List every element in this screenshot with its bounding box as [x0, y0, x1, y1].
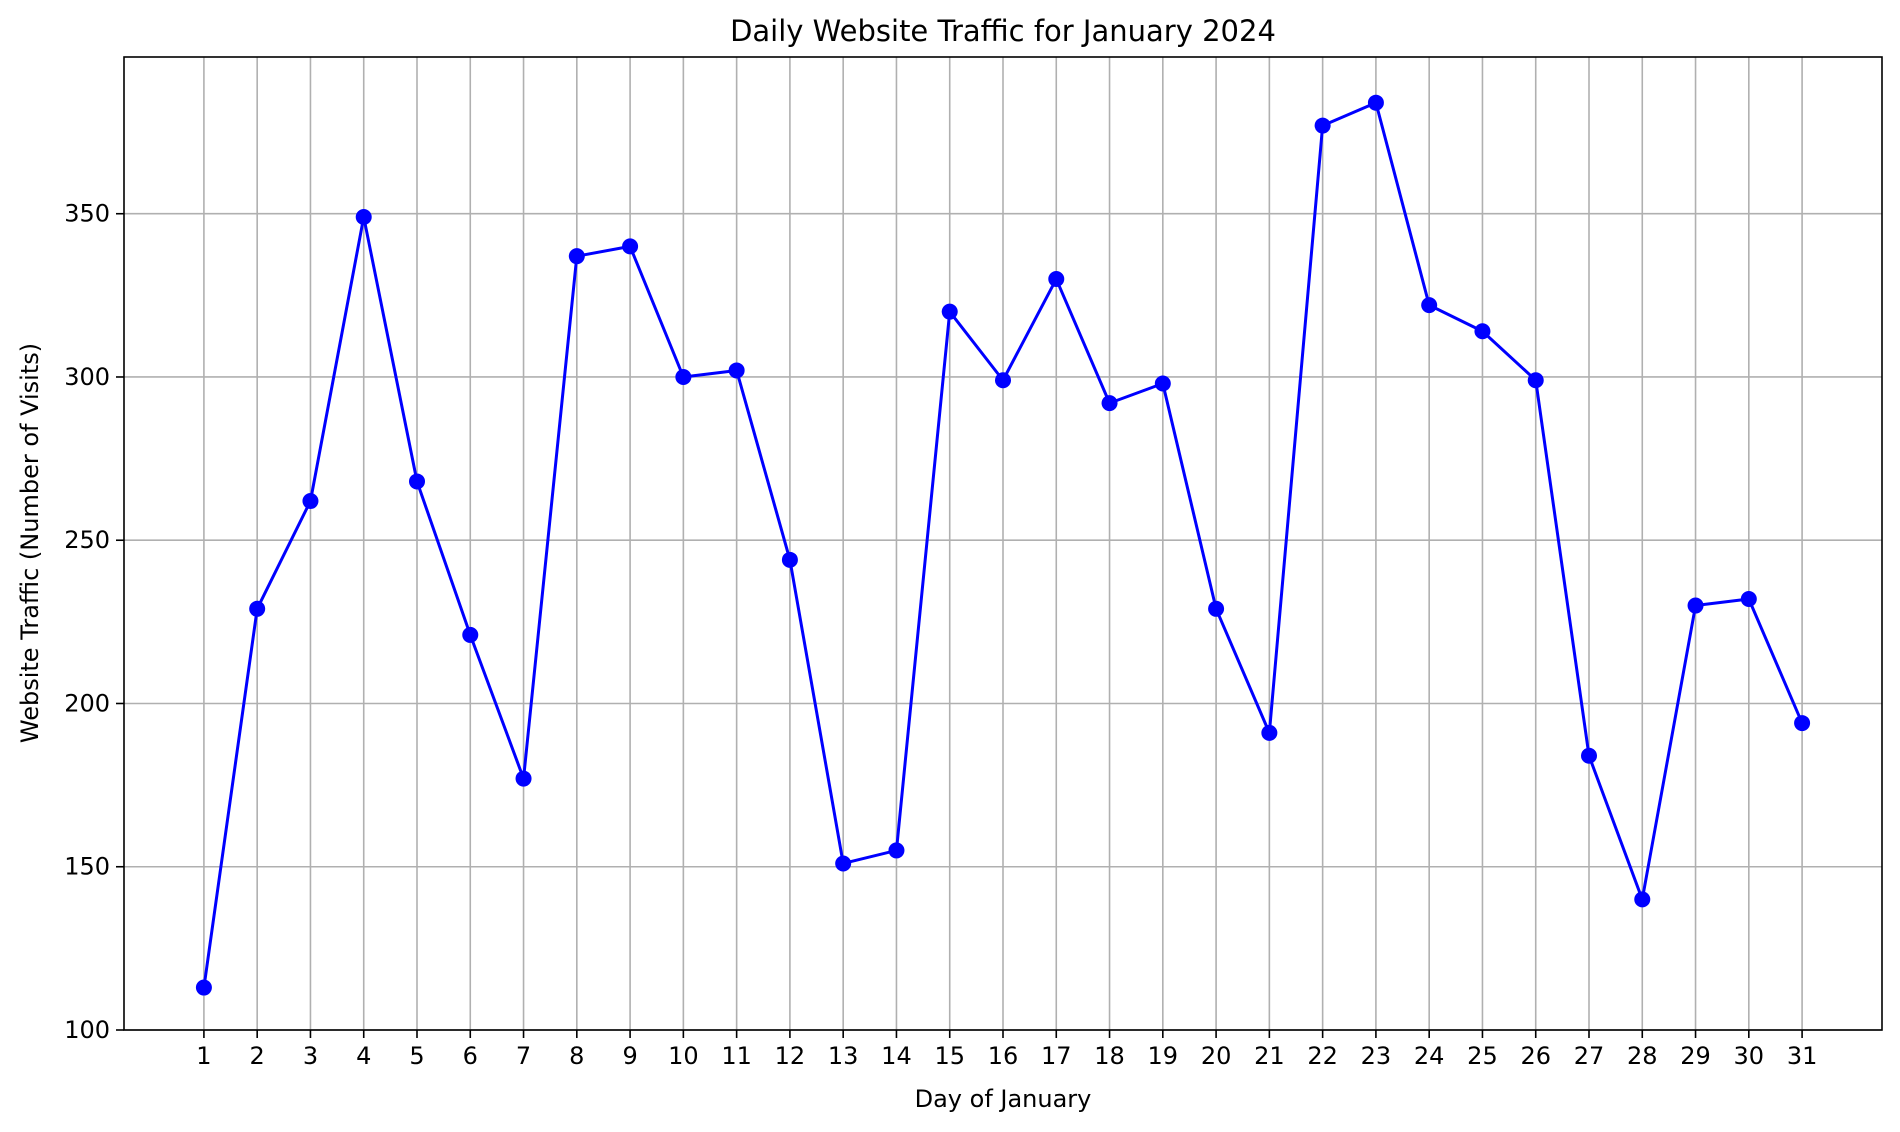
x-tick-label: 23: [1361, 1042, 1392, 1070]
data-point: [302, 493, 319, 510]
data-point: [1421, 297, 1438, 314]
data-point: [1101, 395, 1118, 412]
data-point: [1740, 591, 1757, 608]
y-tick-label: 250: [64, 526, 110, 554]
x-tick-label: 31: [1787, 1042, 1818, 1070]
x-tick-label: 10: [668, 1042, 699, 1070]
data-point: [1367, 94, 1384, 111]
data-point: [781, 551, 798, 568]
y-tick-label: 200: [64, 689, 110, 717]
data-point: [675, 368, 692, 385]
data-point: [1794, 715, 1811, 732]
y-axis-label: Website Traffic (Number of Visits): [16, 343, 44, 743]
x-tick-label: 18: [1094, 1042, 1125, 1070]
data-point: [1474, 323, 1491, 340]
x-tick-label: 9: [622, 1042, 637, 1070]
x-tick-label: 3: [303, 1042, 318, 1070]
data-point: [462, 626, 479, 643]
data-point: [1527, 372, 1544, 389]
x-tick-label: 17: [1041, 1042, 1072, 1070]
x-tick-label: 24: [1414, 1042, 1445, 1070]
x-axis-ticks: 1 2 3 4 5 6 7 8 9 10 11 12 13 14 15 16 17 18 19 20 21 22 23 24 2…: [196, 1030, 1817, 1070]
x-tick-label: 15: [934, 1042, 965, 1070]
data-point: [409, 473, 425, 490]
data-point: [1314, 117, 1331, 134]
data-series: [195, 94, 1811, 996]
x-tick-label: 2: [250, 1042, 265, 1070]
x-tick-label: 20: [1201, 1042, 1232, 1070]
y-tick-label: 350: [64, 200, 110, 228]
data-point: [1687, 597, 1704, 614]
y-axis-ticks: 100 150 200 250 300 350: [64, 200, 124, 1044]
y-tick-label: 300: [64, 363, 110, 391]
data-point: [1634, 891, 1651, 908]
data-point: [1154, 375, 1171, 392]
data-point: [728, 362, 745, 379]
x-tick-label: 25: [1467, 1042, 1498, 1070]
data-point: [1581, 747, 1597, 764]
x-tick-label: 21: [1254, 1042, 1285, 1070]
data-point: [1048, 271, 1065, 288]
data-point: [622, 238, 639, 255]
chart-title: Daily Website Traffic for January 2024: [730, 14, 1276, 48]
x-tick-label: 30: [1734, 1042, 1765, 1070]
data-point: [888, 842, 905, 859]
x-tick-label: 8: [569, 1042, 584, 1070]
data-point: [1208, 600, 1225, 617]
x-tick-label: 13: [828, 1042, 859, 1070]
x-tick-label: 5: [409, 1042, 424, 1070]
x-tick-label: 28: [1627, 1042, 1658, 1070]
data-point: [195, 979, 212, 996]
x-tick-label: 6: [463, 1042, 478, 1070]
y-tick-label: 100: [64, 1016, 110, 1044]
data-point: [568, 248, 585, 265]
x-tick-label: 16: [988, 1042, 1019, 1070]
x-tick-label: 14: [881, 1042, 912, 1070]
x-tick-label: 26: [1520, 1042, 1551, 1070]
data-point: [1261, 724, 1278, 741]
x-tick-label: 27: [1574, 1042, 1605, 1070]
x-tick-label: 11: [721, 1042, 752, 1070]
data-point: [835, 855, 852, 872]
data-point: [355, 208, 372, 225]
x-tick-label: 29: [1680, 1042, 1711, 1070]
x-axis-label: Day of January: [915, 1085, 1092, 1113]
data-point: [249, 600, 266, 617]
x-tick-label: 1: [196, 1042, 211, 1070]
data-point: [941, 303, 958, 320]
x-tick-label: 19: [1148, 1042, 1179, 1070]
grid-lines: [124, 57, 1882, 1031]
data-point: [515, 770, 532, 787]
x-tick-label: 7: [516, 1042, 531, 1070]
data-point: [995, 372, 1011, 389]
x-tick-label: 22: [1307, 1042, 1338, 1070]
y-tick-label: 150: [64, 853, 110, 881]
x-tick-label: 4: [356, 1042, 371, 1070]
x-tick-label: 12: [775, 1042, 806, 1070]
